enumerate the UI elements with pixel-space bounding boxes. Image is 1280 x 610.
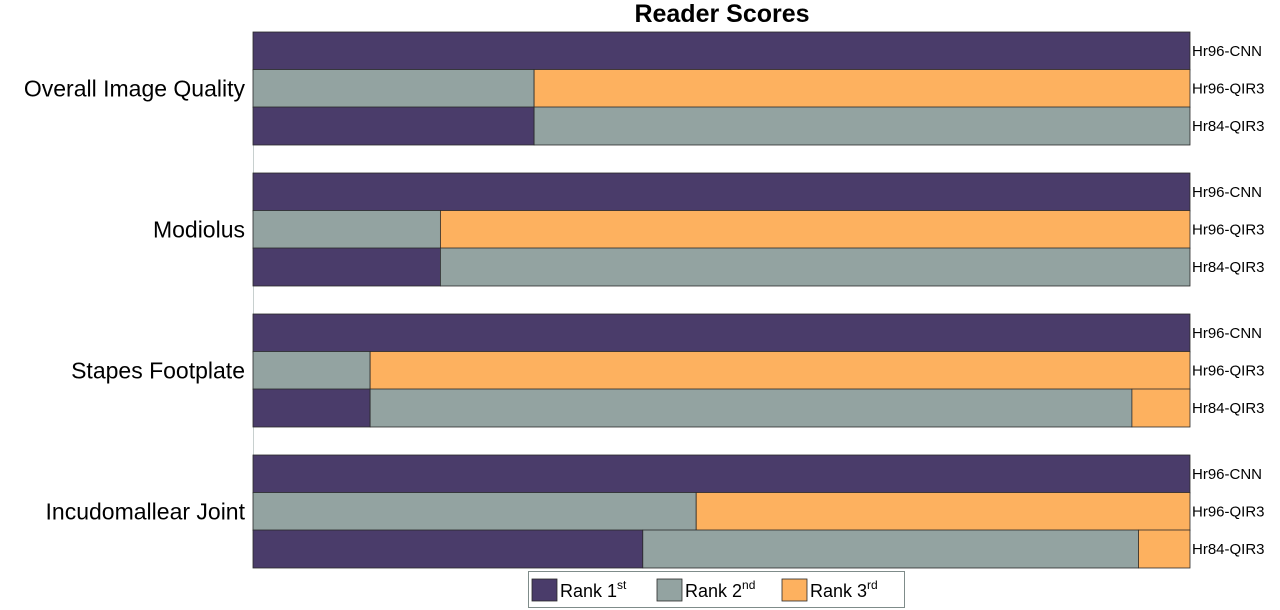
bar-label: Hr84-QIR3 (1192, 259, 1265, 276)
bar-segment-rank2 (369, 388, 1133, 428)
bar-segment-rank1 (252, 529, 644, 569)
bar-segment-rank2 (252, 492, 697, 531)
bar-segment-rank1 (252, 106, 535, 146)
group-label: Modiolus (153, 217, 245, 243)
bar-segment-rank2 (533, 106, 1191, 146)
bar-segment-rank3 (1131, 388, 1191, 428)
legend-swatch-rank2 (656, 578, 683, 602)
bar-segment-rank2 (439, 247, 1191, 287)
chart-title: Reader Scores (634, 0, 809, 28)
legend: Rank 1st Rank 2nd Rank 3rd (528, 571, 905, 608)
group-label: Stapes Footplate (71, 358, 245, 384)
bar-segment-rank1 (252, 454, 1191, 494)
group-label: Overall Image Quality (24, 76, 246, 102)
bars-layer (252, 31, 1191, 569)
group-labels-layer: Overall Image Quality Modiolus Stapes Foot… (24, 76, 246, 525)
bar-label: Hr96-QIR3 (1192, 363, 1265, 380)
legend-box (528, 571, 905, 608)
legend-label-rank3: Rank 3rd (810, 578, 878, 601)
bar-segment-rank3 (695, 492, 1191, 531)
bar-segment-rank3 (1138, 529, 1191, 569)
bar-segment-rank3 (369, 351, 1191, 390)
bar-label: Hr84-QIR3 (1192, 541, 1265, 558)
bar-segment-rank3 (533, 69, 1191, 108)
bar-segment-rank2 (642, 529, 1139, 569)
group-label: Incudomallear Joint (46, 499, 246, 525)
legend-swatch-rank3 (781, 578, 808, 602)
bar-segment-rank1 (252, 388, 371, 428)
bar-segment-rank3 (439, 210, 1191, 249)
bar-label: Hr96-CNN (1192, 43, 1262, 60)
bar-label: Hr96-QIR3 (1192, 81, 1265, 98)
bar-label: Hr96-QIR3 (1192, 222, 1265, 239)
bar-segment-rank1 (252, 313, 1191, 353)
bar-label: Hr96-CNN (1192, 184, 1262, 201)
bar-label: Hr96-QIR3 (1192, 504, 1265, 521)
bar-segment-rank2 (252, 351, 371, 390)
bar-label: Hr84-QIR3 (1192, 400, 1265, 417)
legend-label-rank1: Rank 1st (560, 578, 627, 601)
legend-swatch-rank1 (531, 578, 558, 602)
bar-segment-rank1 (252, 31, 1191, 71)
bar-labels-layer: Hr96-CNN Hr96-QIR3 Hr84-QIR3 Hr96-CNN Hr96-Q… (1192, 43, 1265, 558)
bar-label: Hr84-QIR3 (1192, 118, 1265, 135)
legend-label-rank2: Rank 2nd (685, 578, 755, 601)
bar-segment-rank2 (252, 69, 535, 108)
bar-segment-rank2 (252, 210, 441, 249)
bar-label: Hr96-CNN (1192, 466, 1262, 483)
bar-segment-rank1 (252, 247, 441, 287)
bar-label: Hr96-CNN (1192, 325, 1262, 342)
bar-segment-rank1 (252, 172, 1191, 212)
